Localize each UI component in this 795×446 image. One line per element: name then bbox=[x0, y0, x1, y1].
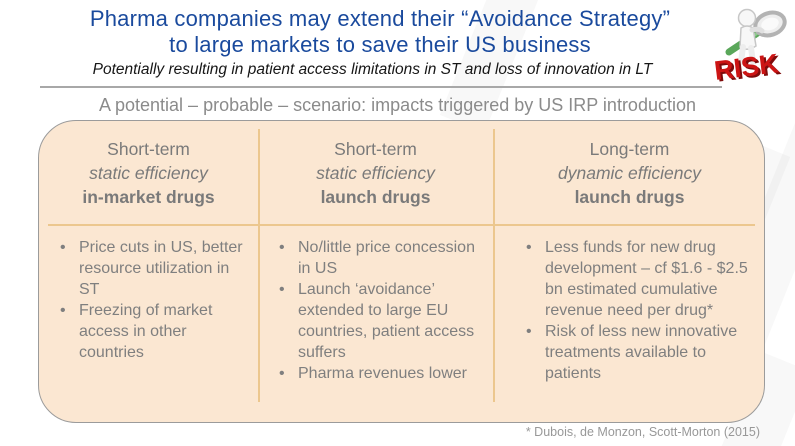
slide-title: Pharma companies may extend their “Avoid… bbox=[15, 6, 745, 58]
slide-subtitle: Potentially resulting in patient access … bbox=[92, 61, 653, 78]
column-efficiency: static efficiency bbox=[316, 163, 435, 183]
column-term: Short-term bbox=[107, 139, 190, 159]
column-long-term-launch: Long-term dynamic efficiency launch drug… bbox=[493, 121, 766, 422]
risk-figure-icon: RISK RISK bbox=[713, 8, 787, 88]
scenario-caption: A potential – probable – scenario: impac… bbox=[98, 95, 696, 115]
column-header: Short-term static efficiency in-market d… bbox=[39, 121, 258, 225]
source-footnote: * Dubois, de Monzon, Scott-Morton (2015) bbox=[525, 425, 760, 439]
column-header: Long-term dynamic efficiency launch drug… bbox=[493, 121, 766, 225]
risk-magnifier-graphic: RISK RISK bbox=[703, 2, 793, 92]
column-drugs: in-market drugs bbox=[82, 187, 215, 207]
bullet-item: Pharma revenues lower bbox=[272, 363, 483, 384]
column-efficiency: static efficiency bbox=[89, 163, 208, 183]
column-term: Long-term bbox=[589, 139, 670, 159]
bullet-list: No/little price concession in US Launch … bbox=[272, 237, 483, 384]
column-divider bbox=[493, 129, 495, 402]
bullet-item: Risk of less new innovative treatments a… bbox=[519, 321, 756, 384]
bullet-item: Price cuts in US, better resource utiliz… bbox=[53, 237, 248, 300]
column-term: Short-term bbox=[334, 139, 417, 159]
header-divider-line bbox=[40, 86, 722, 88]
bullet-list: Less funds for new drug development – cf… bbox=[519, 237, 756, 384]
column-divider bbox=[258, 129, 260, 402]
bullet-item: Freezing of market access in other count… bbox=[53, 300, 248, 363]
column-header: Short-term static efficiency launch drug… bbox=[258, 121, 493, 225]
column-efficiency: dynamic efficiency bbox=[558, 163, 701, 183]
scenario-panel: Short-term static efficiency in-market d… bbox=[38, 120, 765, 423]
bullet-item: No/little price concession in US bbox=[272, 237, 483, 279]
slide-title-line1: Pharma companies may extend their “Avoid… bbox=[89, 6, 671, 31]
header-row-divider bbox=[48, 224, 755, 226]
column-drugs: launch drugs bbox=[574, 187, 685, 207]
bullet-item: Less funds for new drug development – cf… bbox=[519, 237, 756, 321]
slide-title-line2: to large markets to save their US busine… bbox=[169, 32, 591, 57]
bullet-list: Price cuts in US, better resource utiliz… bbox=[53, 237, 248, 363]
column-drugs: launch drugs bbox=[320, 187, 431, 207]
bullet-item: Launch ‘avoidance’ extended to large EU … bbox=[272, 279, 483, 363]
column-short-term-in-market: Short-term static efficiency in-market d… bbox=[39, 121, 258, 422]
column-short-term-launch: Short-term static efficiency launch drug… bbox=[258, 121, 493, 422]
